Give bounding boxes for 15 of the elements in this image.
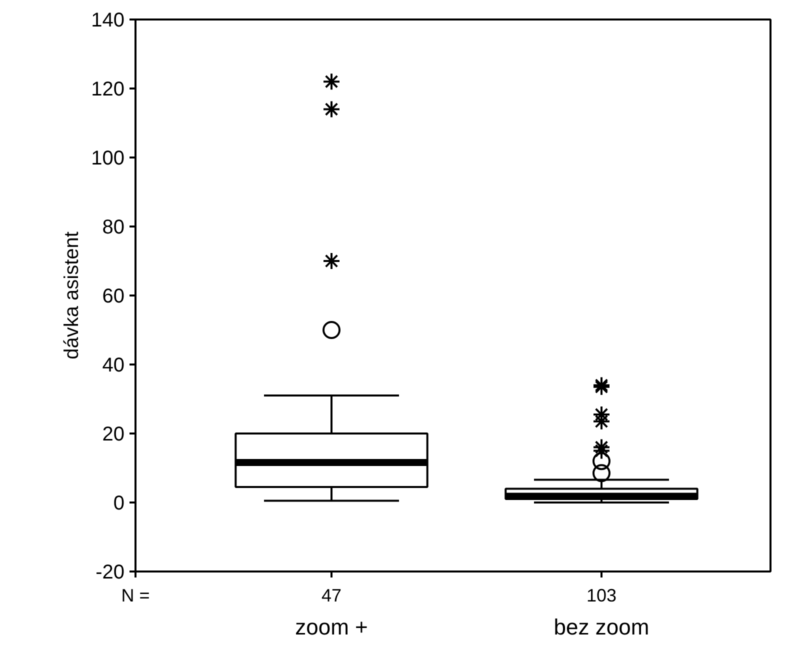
y-tick-label: 60 xyxy=(102,286,125,308)
y-tick-label: -20 xyxy=(96,562,124,584)
y-tick-label: 40 xyxy=(102,354,125,376)
text: 103 xyxy=(586,586,617,606)
y-tick-label: 140 xyxy=(91,10,125,32)
y-tick-label: 120 xyxy=(91,78,125,100)
y-tick-label: 80 xyxy=(102,216,125,238)
x-tick-label: bez zoom xyxy=(554,614,650,640)
x-tick-label: zoom + xyxy=(295,614,368,640)
text: 47 xyxy=(321,586,342,606)
y-axis-title: dávka asistent xyxy=(61,231,84,360)
y-tick-label: 100 xyxy=(91,148,125,170)
text: N = xyxy=(121,586,150,606)
y-tick-label: 0 xyxy=(113,492,124,514)
y-tick-label: 20 xyxy=(102,424,125,446)
